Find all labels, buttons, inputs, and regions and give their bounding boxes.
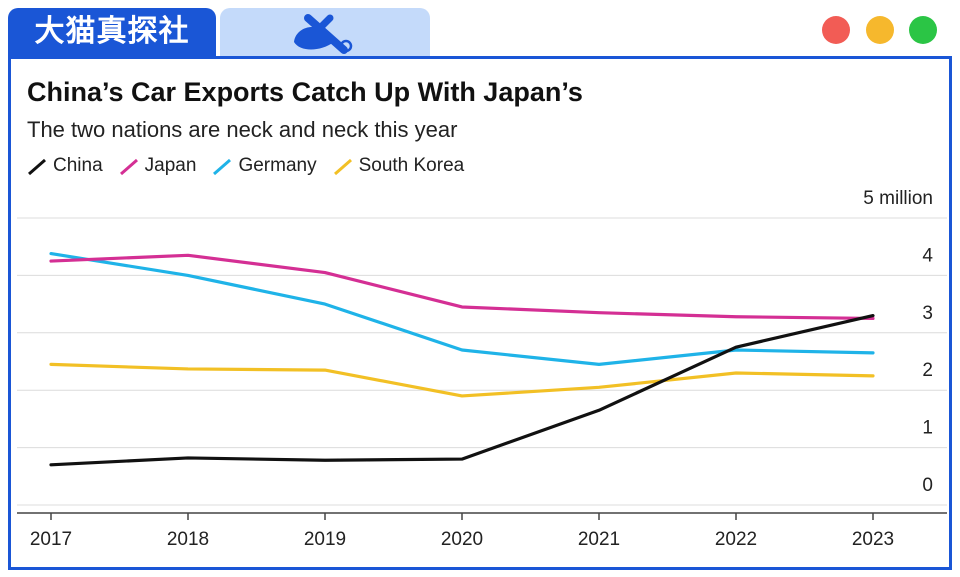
legend-swatch-germany (213, 158, 232, 176)
legend-label-south-korea: South Korea (358, 155, 465, 176)
maximize-dot-icon[interactable] (909, 16, 937, 44)
series-line-japan (49, 253, 875, 321)
minimize-dot-icon[interactable] (866, 16, 894, 44)
x-tick-label: 2019 (304, 529, 346, 550)
legend-label-china: China (53, 155, 103, 176)
legend-label-japan: Japan (144, 155, 197, 176)
x-tick-label: 2018 (167, 529, 209, 550)
x-tick-label: 2017 (30, 529, 72, 550)
y-tick-label: 4 (922, 245, 933, 266)
legend-item-japan: Japan (119, 155, 197, 177)
x-tick-label: 2023 (852, 529, 894, 550)
detective-logo-icon (294, 14, 353, 54)
y-tick-label: 2 (922, 360, 933, 381)
legend-item-south-korea: South Korea (333, 155, 465, 177)
x-tick-label: 2022 (715, 529, 757, 550)
x-tick-label: 2020 (441, 529, 483, 550)
brand-label: 大猫真探社 (34, 14, 190, 49)
chart-legend: China Japan Germany South Korea (27, 155, 464, 177)
logo-tab (220, 8, 430, 56)
series-line-china (49, 313, 875, 467)
y-unit-label: 5 million (863, 188, 933, 209)
legend-swatch-china (28, 158, 46, 176)
series-line-south-korea (49, 362, 875, 398)
legend-swatch-south-korea (333, 158, 352, 176)
line-chart: 0 1 2 3 4 5 million 2017 2018 2019 2020 2021 2022 20… (17, 188, 947, 550)
legend-label-germany: Germany (238, 155, 317, 176)
y-tick-label: 1 (922, 418, 933, 439)
legend-swatch-japan (119, 158, 138, 176)
brand-tab: 大猫真探社 (8, 8, 216, 56)
y-tick-label: 0 (922, 475, 933, 496)
chart-title: China’s Car Exports Catch Up With Japan’… (27, 77, 583, 107)
legend-item-china: China (27, 155, 103, 177)
close-dot-icon[interactable] (822, 16, 850, 44)
legend-item-germany: Germany (212, 155, 317, 177)
x-tick-label: 2021 (578, 529, 620, 550)
series-line-germany (49, 251, 875, 366)
chart-card: China’s Car Exports Catch Up With Japan’… (8, 56, 952, 570)
chart-subtitle: The two nations are neck and neck this y… (27, 117, 458, 142)
y-tick-label: 3 (922, 303, 933, 324)
